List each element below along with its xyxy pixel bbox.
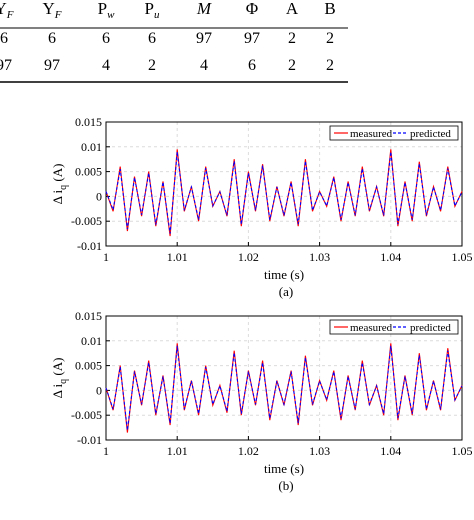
table-header-cell: Pw (98, 0, 115, 21)
table-header-cell: Φ (246, 0, 258, 18)
table-header-cell: A (286, 0, 299, 18)
table-cell: 2 (326, 30, 334, 47)
y-axis-label: Δ iq (A) (50, 358, 69, 399)
table-cell: 6 (0, 30, 8, 47)
table-header-cell: M (196, 0, 212, 18)
table-cell: 2 (326, 57, 334, 74)
series-line-predicted (105, 151, 463, 234)
table-cell: 97 (244, 30, 260, 47)
plot-frame (105, 121, 463, 247)
y-tick-label: -0.01 (77, 239, 102, 253)
x-tick-label: 1 (103, 444, 109, 458)
chart-a: 1 1.01 1.02 1.03 1.04 1.05 -0.01 -0.005 0 0.005 0.… (50, 115, 473, 299)
series-line-predicted (105, 345, 463, 431)
x-tick-label: 1.04 (380, 444, 401, 458)
table-cell: 6 (148, 30, 156, 47)
legend-label-measured: measured (350, 128, 393, 140)
legend: measured predicted (329, 125, 459, 141)
table-cell: 6 (48, 30, 56, 47)
legend-label-predicted: predicted (410, 322, 451, 334)
y-tick-label: 0.01 (81, 140, 102, 154)
table-cell: 6 (248, 57, 256, 74)
x-tick-label: 1 (103, 250, 109, 264)
y-tick-label: 0.01 (81, 334, 102, 348)
table-header-cell: B (324, 0, 335, 18)
x-tick-label: 1.03 (309, 444, 330, 458)
table-header-cell: ΥF (42, 0, 61, 21)
table-cell: 97 (0, 57, 12, 74)
table-cell: 4 (200, 57, 208, 74)
figure-caption: (b) (278, 478, 293, 493)
figure-caption: (a) (279, 284, 293, 299)
y-axis-label: Δ iq (A) (50, 164, 69, 205)
table-cell: 6 (102, 30, 110, 47)
y-tick-label: 0.015 (75, 115, 102, 129)
x-tick-label: 1.03 (309, 250, 330, 264)
x-tick-label: 1.05 (452, 444, 473, 458)
table-cell: 2 (148, 57, 156, 74)
y-tick-label: 0 (96, 383, 102, 397)
x-tick-label: 1.04 (380, 250, 401, 264)
x-tick-label: 1.02 (238, 444, 259, 458)
parameter-table: ΥF ΥF Pw Pu M Φ A B 6 6 6 6 97 97 2 2 97 97 4 2 4 6 2 2 (0, 0, 348, 83)
x-axis-label: time (s) (264, 267, 304, 282)
y-tick-label: -0.01 (77, 433, 102, 447)
table-cell: 97 (196, 30, 212, 47)
y-tick-label: 0.015 (75, 309, 102, 323)
y-tick-label: 0 (96, 189, 102, 203)
series-line-measured (105, 343, 463, 433)
series-line-measured (105, 149, 463, 237)
table-cell: 2 (288, 30, 296, 47)
table-header-cell: Pu (145, 0, 160, 21)
x-tick-label: 1.01 (167, 250, 188, 264)
x-tick-label: 1.05 (452, 250, 473, 264)
plot-frame (105, 315, 463, 441)
table-cell: 2 (288, 57, 296, 74)
y-tick-label: 0.005 (75, 165, 102, 179)
legend-label-predicted: predicted (410, 128, 451, 140)
chart-b: 1 1.01 1.02 1.03 1.04 1.05 -0.01 -0.005 0 0.005 0.… (50, 309, 473, 493)
x-axis-label: time (s) (264, 461, 304, 476)
y-tick-label: 0.005 (75, 359, 102, 373)
y-tick-label: -0.005 (71, 214, 102, 228)
y-tick-label: -0.005 (71, 408, 102, 422)
table-header-cell: ΥF (0, 0, 14, 21)
x-tick-label: 1.02 (238, 250, 259, 264)
legend-label-measured: measured (350, 322, 393, 334)
table-cell: 4 (102, 57, 110, 74)
table-cell: 97 (44, 57, 60, 74)
legend: measured predicted (329, 319, 459, 335)
x-tick-label: 1.01 (167, 444, 188, 458)
